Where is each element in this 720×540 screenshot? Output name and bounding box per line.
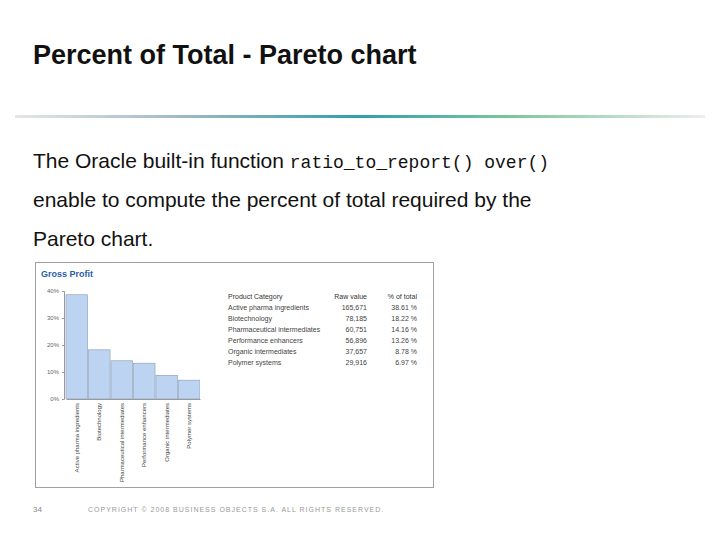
body-code: ratio_to_report() over() xyxy=(290,153,549,173)
table-cell: 78,185 xyxy=(346,315,368,322)
table-cell: 18.22 % xyxy=(391,315,417,322)
x-tick-label: Performance enhancers xyxy=(141,403,147,467)
y-tick-label: 20% xyxy=(47,342,60,348)
bar xyxy=(66,295,88,399)
table-header: Product Category xyxy=(228,293,283,301)
y-tick: 40% xyxy=(47,288,64,294)
y-tick: 30% xyxy=(47,315,64,321)
y-tick-mark xyxy=(62,345,64,346)
bar xyxy=(178,380,200,399)
body-text: The Oracle built-in function xyxy=(33,149,290,172)
table-cell: Pharmaceutical intermediates xyxy=(228,326,321,333)
y-tick-label: 0% xyxy=(50,396,59,402)
y-tick: 10% xyxy=(47,369,64,375)
table-cell: 29,916 xyxy=(346,359,368,366)
table-cell: 8.78 % xyxy=(395,348,417,355)
table-header: % of total xyxy=(388,293,418,300)
table-cell: Organic intermediates xyxy=(228,348,297,356)
y-axis-line xyxy=(62,292,65,400)
table-cell: 38.61 % xyxy=(391,304,417,311)
table-cell: 56,896 xyxy=(346,337,368,344)
table-cell: Active pharma ingredients xyxy=(228,304,309,312)
table-cell: Biotechnology xyxy=(228,315,272,323)
y-tick-mark xyxy=(62,318,64,319)
y-tick: 0% xyxy=(50,396,64,402)
body-text: Pareto chart. xyxy=(33,227,153,250)
x-tick: Performance enhancers xyxy=(141,403,147,467)
body-line: The Oracle built-in function ratio_to_re… xyxy=(33,149,549,173)
y-tick-mark xyxy=(62,291,64,292)
table-cell: 165,671 xyxy=(342,304,367,311)
table-cell: 6.97 % xyxy=(395,359,417,366)
table-cell: 13.26 % xyxy=(391,337,417,344)
x-tick: Active pharma ingredients xyxy=(74,403,80,472)
body-line: Pareto chart. xyxy=(33,227,153,250)
table-header: Raw value xyxy=(334,293,367,300)
x-tick-label: Biotechnology xyxy=(96,403,102,441)
slide-title: Percent of Total - Pareto chart xyxy=(33,40,417,70)
y-axis: 0% 10% 20% 30% 40% xyxy=(47,288,65,402)
table-cell: 37,657 xyxy=(346,348,368,355)
table-cell: Performance enhancers xyxy=(228,337,303,344)
y-tick-label: 10% xyxy=(47,369,60,375)
x-axis: Active pharma ingredients Biotechnology Ph… xyxy=(67,400,201,483)
chart-title: Gross Profit xyxy=(41,269,93,279)
title-rule xyxy=(15,115,705,118)
data-table: Product Category Raw value % of total Activ… xyxy=(228,293,417,367)
x-tick-label: Active pharma ingredients xyxy=(74,403,80,472)
y-tick-label: 40% xyxy=(47,288,60,294)
y-tick-label: 30% xyxy=(47,315,60,321)
page-number: 34 xyxy=(33,505,42,514)
bars xyxy=(66,295,200,399)
x-tick: Organic intermediates xyxy=(164,403,170,462)
bar xyxy=(111,361,133,399)
y-tick-mark xyxy=(62,372,64,373)
x-axis-line xyxy=(67,399,201,400)
chart-frame xyxy=(36,263,434,488)
table-cell: 14.16 % xyxy=(391,326,417,333)
copyright: COPYRIGHT © 2008 BUSINESS OBJECTS S.A. A… xyxy=(88,506,384,513)
x-tick: Pharmaceutical intermediates xyxy=(119,403,125,482)
bar xyxy=(88,350,110,399)
x-tick-label: Polymer systems xyxy=(186,403,192,449)
table-cell: 60,751 xyxy=(346,326,368,333)
x-tick: Biotechnology xyxy=(96,403,102,441)
body-text: enable to compute the percent of total r… xyxy=(33,188,532,211)
slide: Percent of Total - Pareto chart The Oracl… xyxy=(0,0,720,540)
body-line: enable to compute the percent of total r… xyxy=(33,188,532,211)
y-tick: 20% xyxy=(47,342,64,348)
bar xyxy=(133,363,155,399)
x-tick-label: Pharmaceutical intermediates xyxy=(119,403,125,482)
bar xyxy=(156,375,178,399)
x-tick-label: Organic intermediates xyxy=(164,403,170,462)
y-tick-mark xyxy=(62,399,64,400)
table-cell: Polymer systems xyxy=(228,359,282,367)
x-tick: Polymer systems xyxy=(186,403,192,449)
